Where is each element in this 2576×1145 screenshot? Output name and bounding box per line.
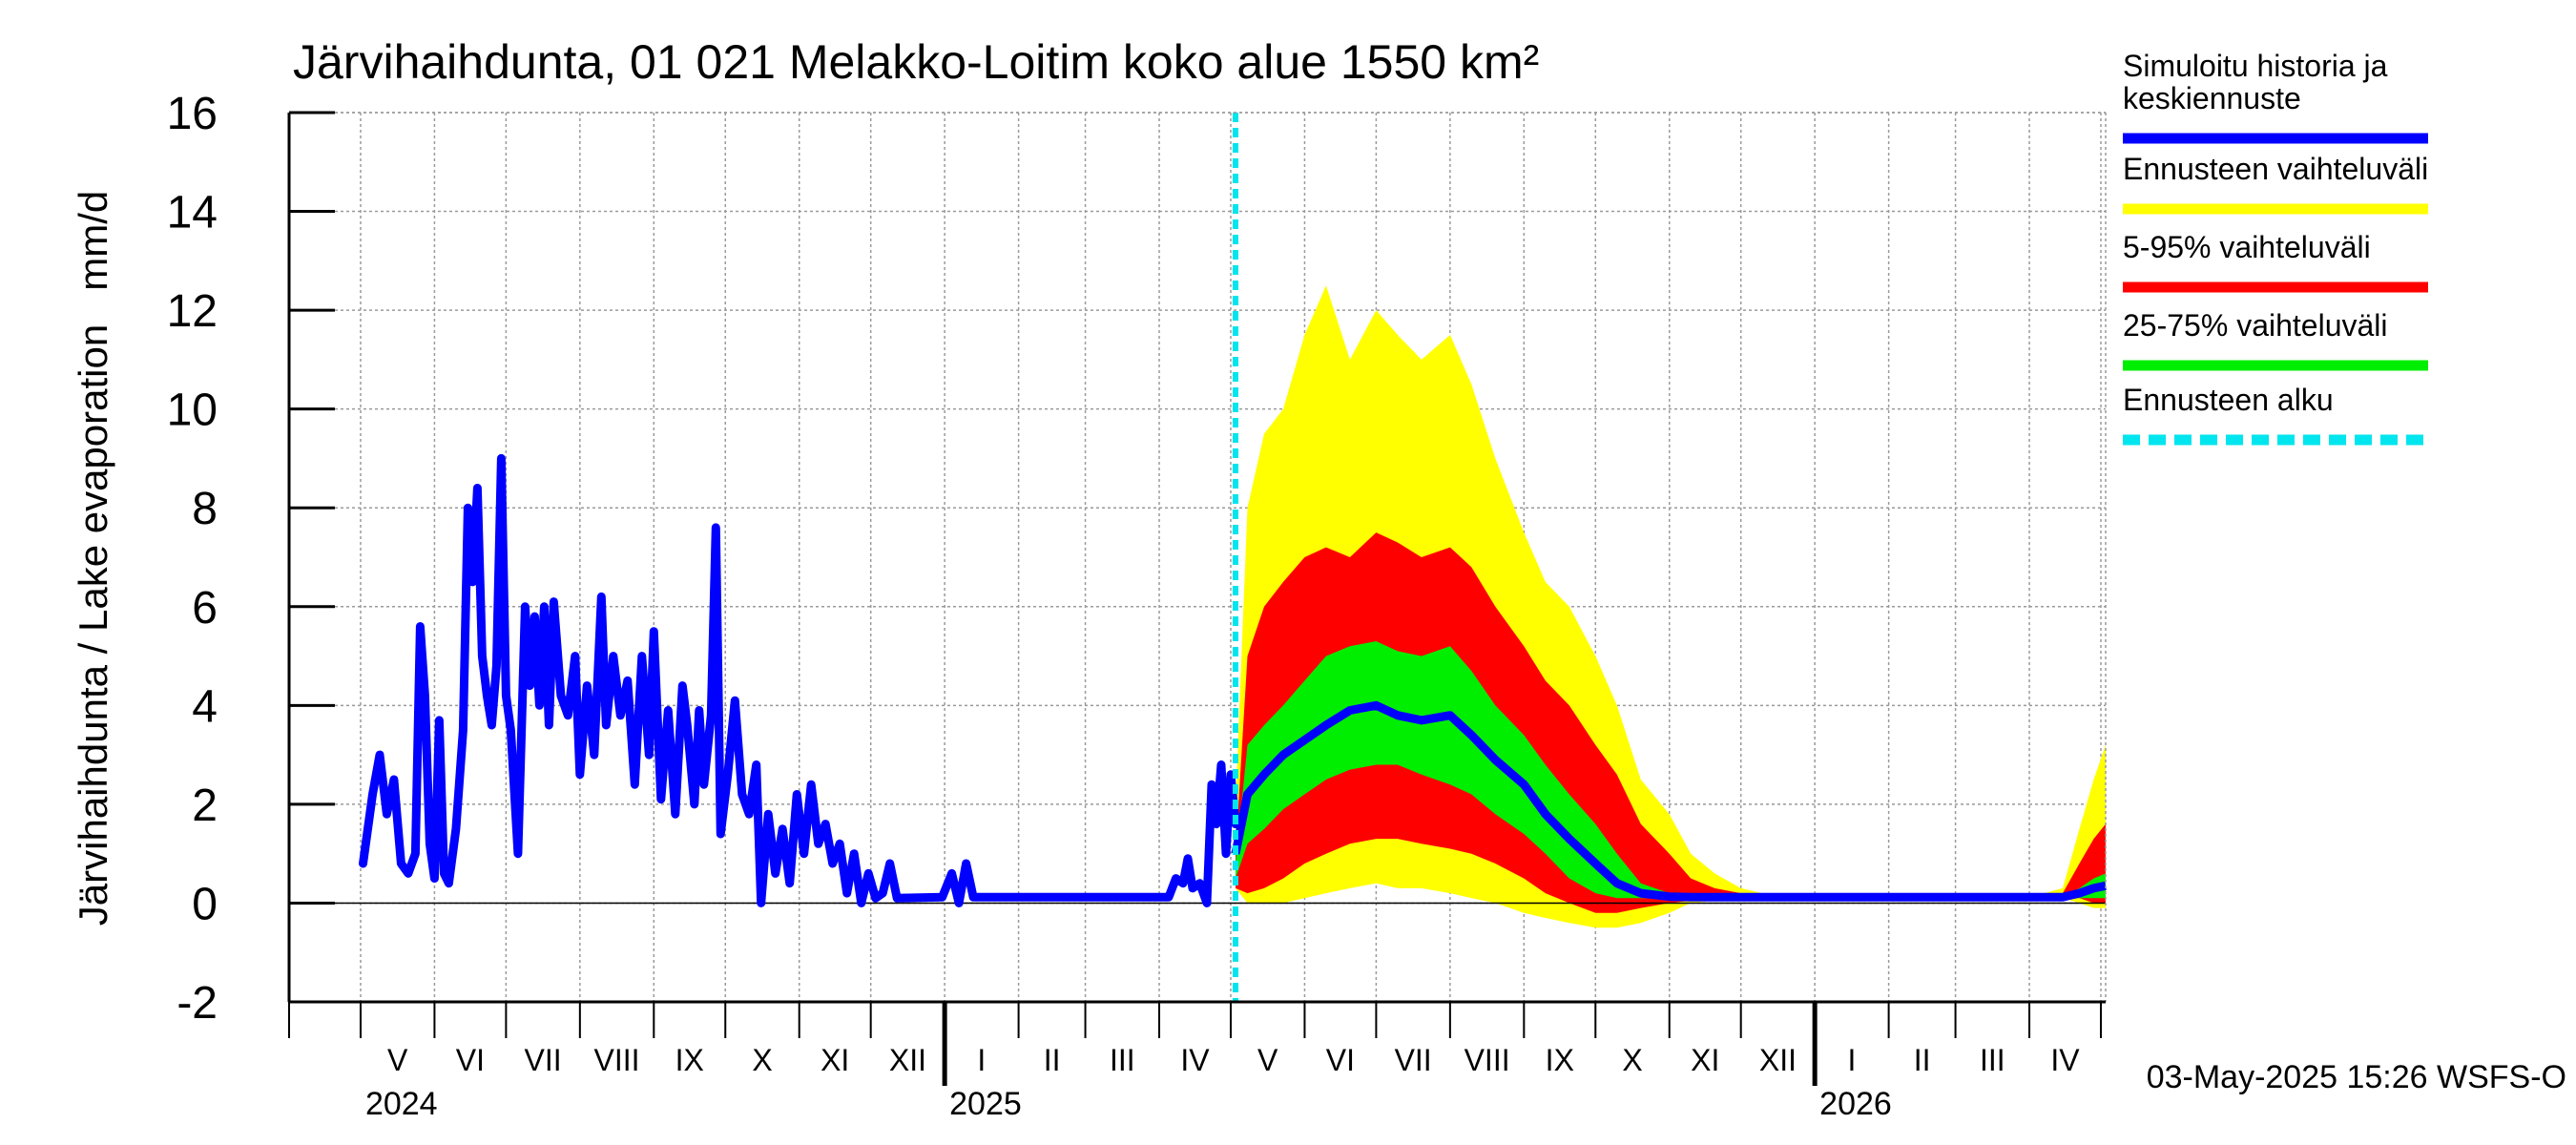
x-month-label: II <box>1914 1043 1931 1077</box>
x-month-label: VIII <box>594 1043 640 1077</box>
band-25-75 <box>1236 641 2106 899</box>
x-month-label: I <box>977 1043 986 1077</box>
y-tick-label: 14 <box>167 188 218 239</box>
x-year-label: 2026 <box>1819 1086 1892 1122</box>
x-year-label: 2025 <box>949 1086 1022 1122</box>
y-tick-label: 2 <box>192 781 218 831</box>
x-month-label: III <box>1110 1043 1135 1077</box>
x-year-label: 2024 <box>365 1086 438 1122</box>
x-month-label: II <box>1044 1043 1061 1077</box>
forecast-bands <box>1236 285 2106 928</box>
plot-frame <box>287 112 2107 1004</box>
y-axis-label: Järvihaihdunta / Lake evaporation mm/d <box>71 191 115 926</box>
timestamp: 03-May-2025 15:26 WSFS-O <box>2147 1059 2566 1095</box>
x-axis: V VI VII VIII IX X XI XII I II III IV V VI VII VIII IX X X… <box>288 1002 2103 1122</box>
x-month-label: XII <box>1759 1043 1797 1077</box>
legend-label: keskiennuste <box>2123 81 2301 115</box>
legend-label: Simuloitu historia ja <box>2123 49 2388 83</box>
series-lines <box>359 453 2107 907</box>
x-month-label: I <box>1847 1043 1856 1077</box>
chart-title: Järvihaihdunta, 01 021 Melakko-Loitim ko… <box>293 35 1539 89</box>
x-month-label: X <box>1622 1043 1642 1077</box>
x-month-label: III <box>1980 1043 2005 1077</box>
band-5-95 <box>1236 532 2106 913</box>
y-tick-label: 16 <box>167 89 218 139</box>
y-tick-label: 4 <box>192 681 218 732</box>
legend-label: 25-75% vaihteluväli <box>2123 308 2388 343</box>
y-tick-label: 8 <box>192 484 218 534</box>
legend-label: 5-95% vaihteluväli <box>2123 230 2371 264</box>
y-tick-label: 0 <box>192 879 218 929</box>
x-month-label: XI <box>821 1043 849 1077</box>
x-month-label: VII <box>1395 1043 1432 1077</box>
x-month-label: V <box>387 1043 408 1077</box>
y-tick-label: 6 <box>192 583 218 634</box>
y-axis: -2 0 2 4 6 8 10 12 14 16 <box>167 89 335 1029</box>
x-month-label: VI <box>456 1043 485 1077</box>
history-line <box>359 453 1240 907</box>
x-month-label: IV <box>2050 1043 2080 1077</box>
forecast-median-line <box>1231 700 2107 902</box>
legend-label: Ennusteen alku <box>2123 383 2334 417</box>
y-tick-label: 12 <box>167 286 218 337</box>
x-month-label: X <box>752 1043 772 1077</box>
legend-label: Ennusteen vaihteluväli <box>2123 152 2428 186</box>
y-tick-label: -2 <box>177 978 218 1029</box>
x-month-label: V <box>1257 1043 1278 1077</box>
y-tick-label: 10 <box>167 385 218 436</box>
x-month-label: XI <box>1691 1043 1719 1077</box>
x-month-label: XII <box>889 1043 926 1077</box>
x-month-label: VI <box>1326 1043 1355 1077</box>
x-month-label: VII <box>525 1043 562 1077</box>
chart-grid <box>289 112 2106 1002</box>
x-month-label: IV <box>1180 1043 1210 1077</box>
x-month-label: IX <box>675 1043 704 1077</box>
x-month-label: VIII <box>1465 1043 1510 1077</box>
x-month-label: IX <box>1546 1043 1574 1077</box>
